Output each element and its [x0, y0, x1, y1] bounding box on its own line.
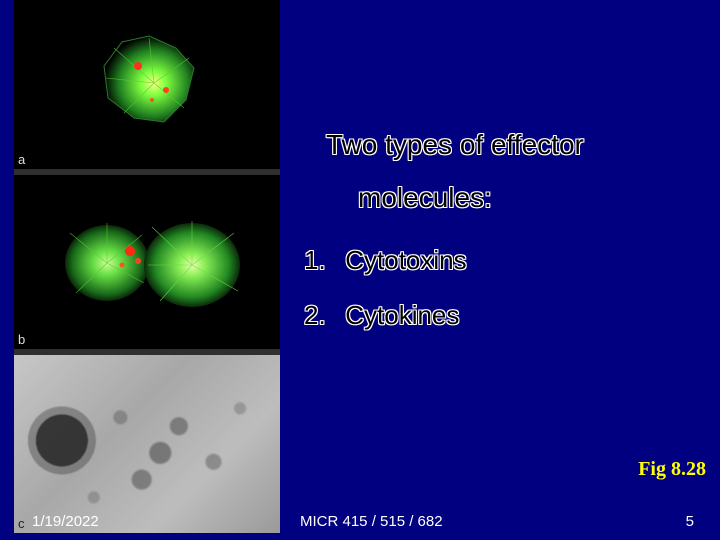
- footer-page-number: 5: [686, 513, 694, 530]
- image-panel-b: b: [14, 175, 280, 355]
- content-area: Two types of effector molecules: 1. Cyto…: [300, 130, 700, 331]
- image-column: a: [14, 0, 280, 540]
- list-item-1: 1. Cytotoxins: [304, 245, 700, 276]
- list-item-1-number: 1.: [304, 245, 338, 276]
- slide: a: [0, 0, 720, 540]
- footer-date: 1/19/2022: [32, 513, 99, 530]
- fluorescent-cell-a: [94, 28, 204, 128]
- title-line-2: molecules:: [300, 183, 700, 212]
- figure-reference: Fig 8.28: [638, 458, 706, 481]
- title-line-1: Two types of effector: [300, 130, 700, 159]
- list-item-2-label: Cytokines: [345, 300, 459, 330]
- panel-letter-b: b: [18, 332, 25, 347]
- image-panel-a: a: [14, 0, 280, 175]
- fluorescent-cells-b: [52, 205, 252, 325]
- list-item-2: 2. Cytokines: [304, 300, 700, 331]
- list-item-2-number: 2.: [304, 300, 338, 331]
- effector-list: 1. Cytotoxins 2. Cytokines: [300, 245, 700, 331]
- footer-course: MICR 415 / 515 / 682: [300, 513, 443, 530]
- list-item-1-label: Cytotoxins: [345, 245, 466, 275]
- panel-letter-a: a: [18, 152, 25, 167]
- slide-footer: 1/19/2022 MICR 415 / 515 / 682 5: [0, 506, 720, 530]
